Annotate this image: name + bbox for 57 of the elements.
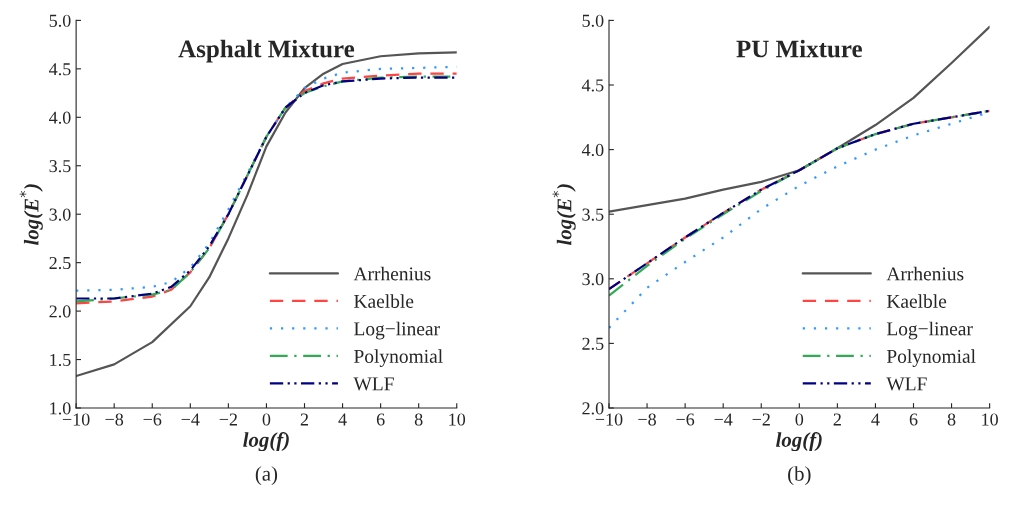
legend-label: Log−linear (354, 321, 440, 340)
x-tick-label: 0 (262, 413, 271, 426)
x-tick-label: −6 (143, 413, 162, 426)
y-tick-label: 3.0 (582, 273, 604, 286)
legend-label: Kaelble (886, 294, 947, 308)
legend-label: Arrhenius (886, 266, 964, 281)
legend-label: Polynomial (354, 349, 443, 367)
x-tick-label: −4 (714, 413, 733, 426)
x-tick-label: −2 (219, 413, 237, 426)
x-tick-label: 10 (982, 413, 998, 426)
x-tick-label: −6 (676, 413, 695, 426)
text: (b) (788, 466, 811, 486)
y-tick-label: 2.0 (49, 305, 71, 318)
legend-label: WLF (353, 377, 394, 391)
legend-label: Log−linear (886, 321, 973, 340)
x-tick-label: 6 (909, 413, 918, 426)
y-tick-label: 4.5 (49, 63, 71, 76)
legend-label: Arrhenius (353, 266, 431, 281)
y-tick-label: 2.5 (582, 337, 604, 350)
y-tick-label: 1.5 (50, 353, 71, 367)
x-tick-label: −4 (181, 413, 200, 426)
x-tick-label: 8 (947, 413, 956, 426)
x-axis-title: log(f) (776, 432, 822, 452)
x-tick-label: −8 (638, 413, 656, 426)
legend-label: WLF (886, 377, 927, 391)
y-tick-label: 3.0 (49, 208, 71, 221)
x-tick-label: 2 (833, 413, 841, 426)
text: (a) (255, 466, 278, 486)
x-tick-label: 6 (376, 413, 385, 426)
legend-label: Polynomial (886, 349, 976, 367)
y-axis-title: log(E$^{*}$) (19, 184, 43, 245)
legend-label: Kaelble (354, 294, 414, 308)
y-tick-label: 2.5 (49, 256, 71, 270)
y-tick-label: 4.5 (581, 79, 604, 92)
text: Asphalt Mixture (178, 39, 355, 63)
line-series (609, 25, 990, 213)
y-tick-label: 4.0 (49, 111, 71, 124)
y-axis-title: log(E$^{*}$) (552, 184, 576, 245)
x-tick-label: −10 (62, 413, 90, 426)
x-tick-label: −2 (752, 413, 770, 426)
y-tick-label: 3.5 (582, 208, 604, 221)
y-tick-label: 5.0 (49, 14, 71, 27)
y-tick-label: 4.0 (581, 143, 604, 157)
x-axis-title: log(f) (243, 432, 289, 452)
text: PU Mixture (736, 39, 862, 58)
x-tick-label: 2 (300, 413, 309, 426)
x-tick-label: 4 (338, 413, 347, 426)
y-tick-label: 2.0 (582, 402, 604, 415)
x-tick-label: 8 (414, 413, 423, 426)
x-tick-label: −10 (595, 413, 623, 426)
x-tick-label: 4 (871, 413, 880, 426)
x-tick-label: 0 (795, 413, 804, 426)
y-tick-label: 1.0 (50, 402, 71, 415)
x-tick-label: 10 (449, 413, 466, 426)
x-tick-label: −8 (105, 413, 124, 426)
y-tick-label: 5.0 (582, 14, 604, 27)
y-tick-label: 3.5 (49, 160, 71, 173)
